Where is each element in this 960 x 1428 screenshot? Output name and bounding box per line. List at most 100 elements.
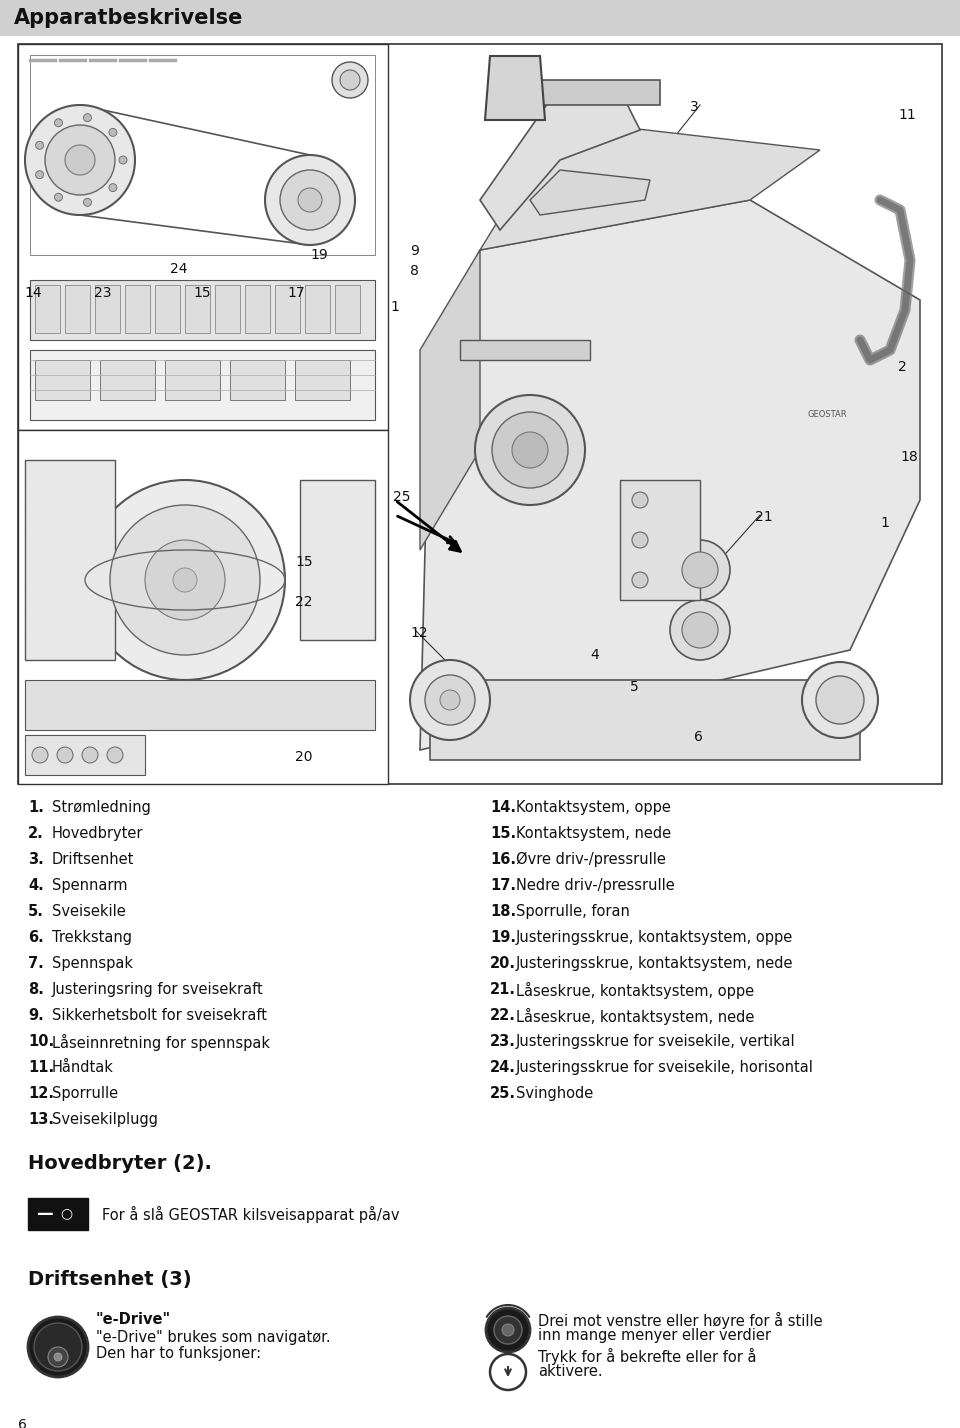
Text: 15: 15 bbox=[193, 286, 210, 300]
Text: 6.: 6. bbox=[28, 930, 44, 945]
Polygon shape bbox=[530, 170, 650, 216]
Text: Driftsenhet (3): Driftsenhet (3) bbox=[28, 1269, 192, 1289]
Bar bbox=[750, 685, 780, 755]
Circle shape bbox=[494, 1317, 522, 1344]
Text: 13: 13 bbox=[495, 59, 513, 71]
Text: Spennarm: Spennarm bbox=[52, 878, 128, 892]
Text: 6: 6 bbox=[694, 730, 703, 744]
Text: GEOSTAR: GEOSTAR bbox=[808, 410, 848, 418]
Bar bbox=[30, 280, 375, 340]
Circle shape bbox=[682, 613, 718, 648]
Circle shape bbox=[110, 506, 260, 655]
Text: 1: 1 bbox=[390, 300, 398, 314]
Circle shape bbox=[45, 126, 115, 196]
Text: Sveisekile: Sveisekile bbox=[52, 904, 126, 920]
Circle shape bbox=[57, 747, 73, 763]
Circle shape bbox=[298, 188, 322, 211]
Text: 14: 14 bbox=[24, 286, 41, 300]
Text: 15.: 15. bbox=[490, 825, 516, 841]
Bar bbox=[785, 685, 815, 755]
Circle shape bbox=[340, 70, 360, 90]
Bar bbox=[460, 340, 590, 360]
Circle shape bbox=[84, 198, 91, 207]
Text: 18.: 18. bbox=[490, 904, 516, 920]
Text: 12: 12 bbox=[410, 625, 427, 640]
Bar bbox=[715, 685, 745, 755]
Polygon shape bbox=[420, 200, 920, 750]
Text: 24: 24 bbox=[170, 261, 187, 276]
Text: 25.: 25. bbox=[490, 1087, 516, 1101]
Bar bbox=[30, 470, 110, 488]
Text: "e-Drive": "e-Drive" bbox=[96, 1312, 171, 1327]
Bar bbox=[30, 590, 110, 608]
Bar bbox=[505, 685, 535, 755]
Circle shape bbox=[108, 184, 117, 191]
Text: Driftsenhet: Driftsenhet bbox=[52, 853, 134, 867]
Bar bbox=[680, 685, 710, 755]
Text: 22.: 22. bbox=[490, 1008, 516, 1022]
Text: For å slå GEOSTAR kilsveisapparat på/av: For å slå GEOSTAR kilsveisapparat på/av bbox=[102, 1207, 399, 1222]
Bar bbox=[230, 360, 285, 400]
Circle shape bbox=[425, 675, 475, 725]
Bar bbox=[185, 286, 210, 333]
Text: 7: 7 bbox=[600, 130, 609, 144]
Text: Håndtak: Håndtak bbox=[52, 1060, 114, 1075]
Bar bbox=[30, 530, 110, 548]
Text: Trykk for å bekrefte eller for å: Trykk for å bekrefte eller for å bbox=[538, 1348, 756, 1365]
Circle shape bbox=[28, 1317, 88, 1377]
Text: 11.: 11. bbox=[28, 1060, 54, 1075]
Bar bbox=[160, 685, 188, 725]
Bar bbox=[125, 286, 150, 333]
Circle shape bbox=[492, 413, 568, 488]
Bar bbox=[35, 360, 90, 400]
Circle shape bbox=[280, 170, 340, 230]
Text: 9: 9 bbox=[410, 244, 419, 258]
Text: 7.: 7. bbox=[28, 955, 44, 971]
Circle shape bbox=[486, 1308, 530, 1352]
Text: 19.: 19. bbox=[490, 930, 516, 945]
Text: 10: 10 bbox=[520, 166, 538, 178]
Bar bbox=[35, 286, 60, 333]
Bar bbox=[295, 360, 350, 400]
Text: 15: 15 bbox=[295, 555, 313, 568]
Polygon shape bbox=[485, 56, 545, 120]
Circle shape bbox=[173, 568, 197, 593]
Text: 5: 5 bbox=[630, 680, 638, 694]
Circle shape bbox=[632, 533, 648, 548]
Circle shape bbox=[48, 1347, 68, 1367]
Text: 2: 2 bbox=[898, 360, 907, 374]
Bar bbox=[259, 685, 287, 725]
Bar bbox=[305, 286, 330, 333]
Bar bbox=[165, 360, 220, 400]
Text: 3.: 3. bbox=[28, 853, 44, 867]
Text: Låseskrue, kontaktsystem, nede: Låseskrue, kontaktsystem, nede bbox=[516, 1008, 755, 1025]
Text: Justeringsring for sveisekraft: Justeringsring for sveisekraft bbox=[52, 982, 264, 997]
Text: Låseskrue, kontaktsystem, oppe: Låseskrue, kontaktsystem, oppe bbox=[516, 982, 755, 1000]
Text: 17: 17 bbox=[287, 286, 304, 300]
Circle shape bbox=[84, 114, 91, 121]
Text: ○: ○ bbox=[60, 1207, 72, 1220]
Bar bbox=[800, 380, 910, 510]
Bar bbox=[61, 685, 89, 725]
Polygon shape bbox=[480, 120, 820, 250]
Text: 12.: 12. bbox=[28, 1087, 54, 1101]
Text: 21.: 21. bbox=[490, 982, 516, 997]
Bar bbox=[275, 286, 300, 333]
Bar bbox=[820, 685, 850, 755]
Circle shape bbox=[36, 141, 43, 150]
Polygon shape bbox=[480, 90, 640, 230]
Circle shape bbox=[265, 156, 355, 246]
Bar bbox=[25, 460, 115, 660]
Circle shape bbox=[34, 1322, 82, 1371]
Bar bbox=[300, 480, 375, 640]
Text: Sikkerhetsbolt for sveisekraft: Sikkerhetsbolt for sveisekraft bbox=[52, 1008, 267, 1022]
Bar bbox=[18, 44, 942, 784]
Text: 3: 3 bbox=[690, 100, 699, 114]
Bar bbox=[28, 1198, 88, 1230]
Bar bbox=[540, 80, 660, 106]
Circle shape bbox=[682, 553, 718, 588]
Text: 14.: 14. bbox=[490, 800, 516, 815]
Bar bbox=[610, 685, 640, 755]
Text: 18: 18 bbox=[900, 450, 918, 464]
Bar bbox=[292, 685, 320, 725]
